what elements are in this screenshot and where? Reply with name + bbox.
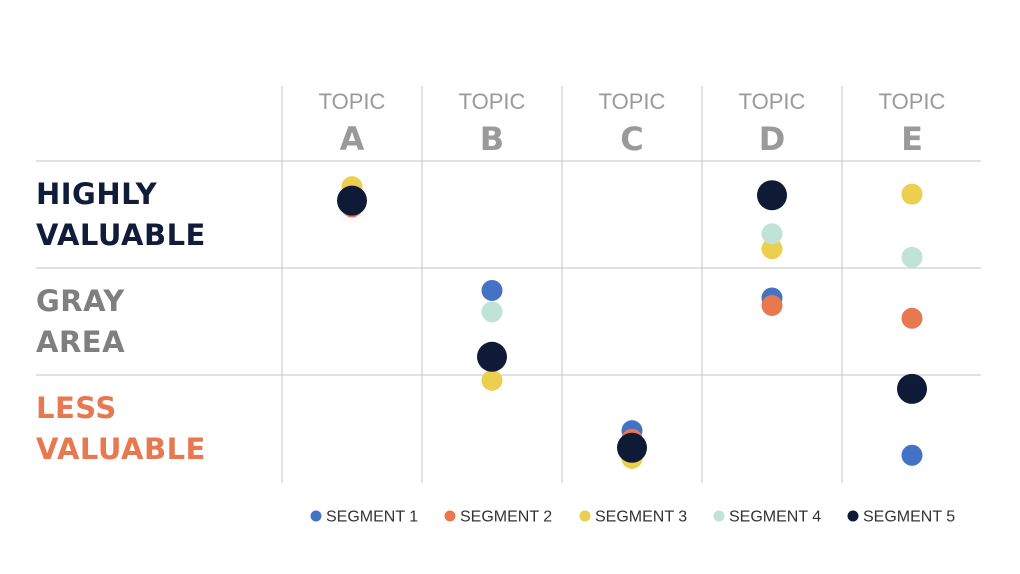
grid [36, 86, 981, 483]
topic-word-label: TOPIC [879, 89, 946, 114]
topic-letter-label: C [620, 120, 643, 158]
legend-label: SEGMENT 1 [326, 509, 418, 526]
data-point [481, 301, 503, 323]
row-label: AREA [36, 325, 125, 359]
data-point [901, 246, 923, 268]
legend-label: SEGMENT 3 [595, 509, 687, 526]
topic-word-label: TOPIC [319, 89, 386, 114]
topic-letter-label: E [901, 120, 923, 158]
row-label: VALUABLE [36, 432, 206, 466]
data-point [901, 307, 923, 329]
data-point [901, 444, 923, 466]
legend-marker [310, 510, 322, 522]
legend-marker [444, 510, 456, 522]
data-point [481, 279, 503, 301]
row-label: HIGHLY [36, 177, 158, 211]
topic-headers: TOPIC A TOPIC B TOPIC C TOPIC D TOPIC E [319, 89, 946, 158]
row-label: GRAY [36, 284, 125, 318]
data-point [617, 432, 647, 463]
data-point [761, 238, 783, 260]
topic-letter-label: B [480, 120, 504, 158]
topic-word-label: TOPIC [739, 89, 806, 114]
data-points [337, 176, 927, 469]
data-point [761, 294, 783, 316]
legend-marker [713, 510, 725, 522]
topic-word-label: TOPIC [459, 89, 526, 114]
data-point [481, 369, 503, 391]
row-label: LESS [36, 391, 117, 425]
legend-label: SEGMENT 4 [729, 509, 821, 526]
data-point [897, 373, 927, 404]
data-point [477, 341, 507, 372]
data-point [761, 223, 783, 245]
topic-letter-label: A [340, 120, 365, 158]
topic-letter-label: D [759, 120, 786, 158]
row-label: VALUABLE [36, 218, 206, 252]
data-point [337, 185, 367, 216]
legend-marker [579, 510, 591, 522]
legend-marker [847, 510, 859, 522]
legend: SEGMENT 1 SEGMENT 2 SEGMENT 3 SEGMENT 4 SEGM… [310, 509, 955, 526]
legend-label: SEGMENT 2 [460, 509, 552, 526]
row-labels: HIGHLY VALUABLE GRAY AREA LESS VALUABLE [36, 177, 206, 466]
data-point [757, 180, 787, 211]
legend-label: SEGMENT 5 [863, 509, 955, 526]
data-point [901, 183, 923, 205]
topic-word-label: TOPIC [599, 89, 666, 114]
